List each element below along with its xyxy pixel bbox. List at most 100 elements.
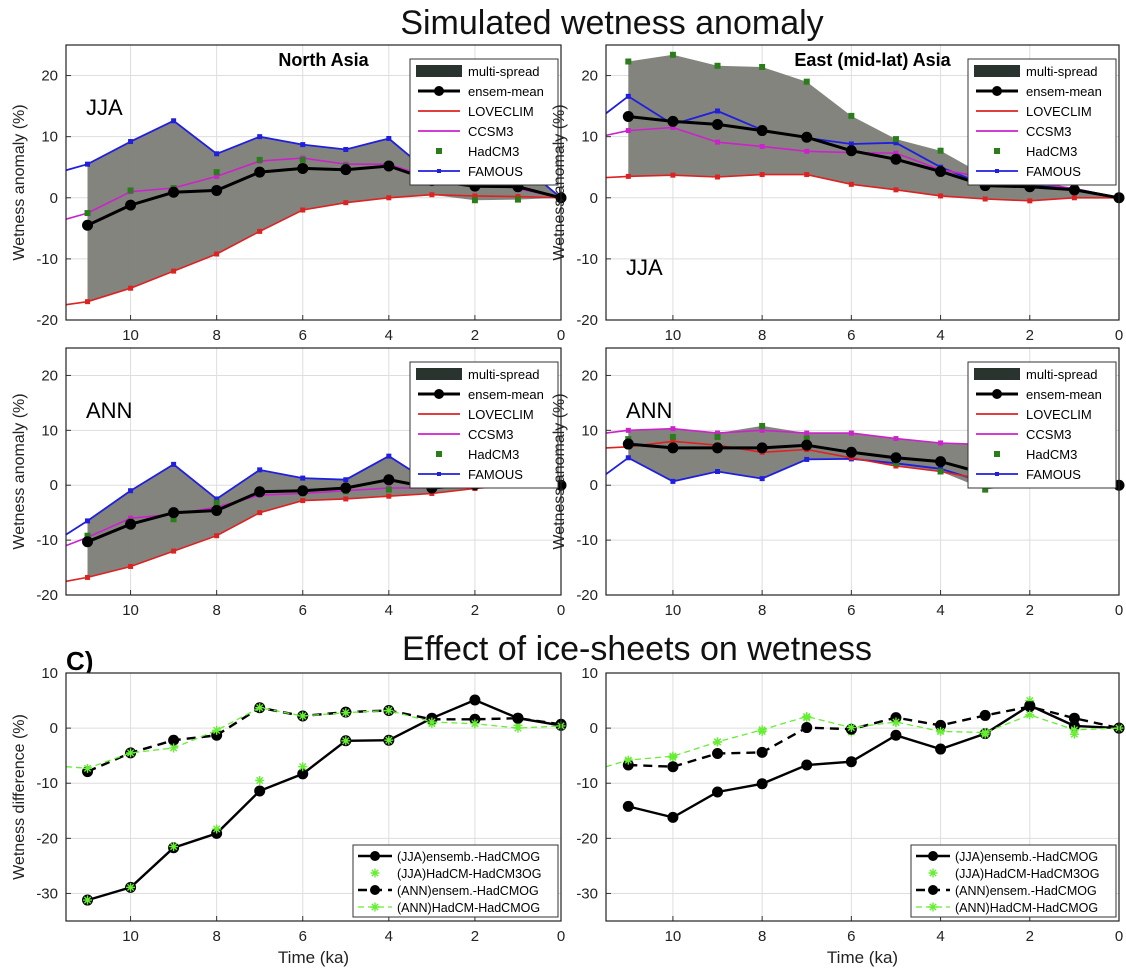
- series-point: [298, 711, 308, 721]
- legend-entry: CCSM3: [1026, 124, 1072, 139]
- ccsm3-point: [804, 430, 810, 436]
- legend-swatch-marker: [995, 169, 999, 173]
- season-label: ANN: [626, 398, 672, 423]
- x-tick-label: 10: [665, 602, 682, 619]
- legend-box: [409, 361, 559, 489]
- y-tick-label: -10: [576, 251, 598, 268]
- x-tick-label: 6: [847, 327, 855, 344]
- ensem-mean-point: [383, 160, 395, 172]
- x-tick-label: 10: [122, 928, 139, 945]
- loveclim-point: [343, 496, 349, 502]
- legend-entry: FAMOUS: [468, 164, 523, 179]
- loveclim-point: [472, 193, 478, 199]
- legend-swatch-marker: [992, 86, 1002, 96]
- plot-frame: [65, 672, 562, 922]
- series-point: [713, 737, 723, 747]
- ensem-mean-point: [801, 439, 813, 451]
- series-point: [980, 728, 990, 738]
- famous-point: [257, 467, 263, 473]
- legend-box: [967, 58, 1117, 186]
- hadcm3-point: [759, 64, 766, 70]
- x-tick-label: 2: [471, 928, 479, 945]
- series-point: [341, 736, 351, 746]
- legend-entry: HadCM3: [468, 144, 519, 159]
- loveclim-point: [214, 533, 220, 539]
- legend-swatch-hadcm3: [994, 451, 1000, 457]
- y-tick-label: -20: [576, 312, 598, 329]
- legend-entry: (JJA)HadCM-HadCM3OG: [397, 867, 541, 881]
- legend-box: [409, 58, 559, 186]
- series-point: [801, 759, 813, 771]
- ccsm3-point: [893, 150, 899, 156]
- ccsm3-point: [715, 139, 721, 145]
- legend-entry: FAMOUS: [468, 467, 523, 482]
- hadcm3-point: [803, 435, 810, 442]
- series-line: [628, 705, 1120, 768]
- series-ensem-mean: [628, 115, 1120, 200]
- y-axis-label: Wetness anomaly (%): [551, 393, 568, 549]
- loveclim-point: [429, 192, 435, 198]
- ccsm3-point: [715, 430, 721, 436]
- y-tick-label: 20: [581, 68, 598, 85]
- series-point: [384, 735, 394, 745]
- legend-swatch-spread: [974, 368, 1020, 380]
- legend-swatch-marker: [437, 169, 441, 173]
- season-label: ANN: [86, 398, 132, 423]
- ccsm3-point: [804, 148, 810, 154]
- legend-entry: ensem-mean: [468, 84, 544, 99]
- ensem-mean-point: [82, 536, 94, 548]
- series-point: [384, 705, 394, 715]
- y-tick-label: 0: [50, 477, 58, 494]
- y-tick-label: -20: [576, 830, 598, 847]
- famous-point: [171, 118, 177, 124]
- ensem-mean-point: [125, 518, 137, 530]
- y-tick-label: 0: [590, 720, 598, 737]
- hadcm3-point: [937, 147, 944, 154]
- legend-swatch-marker: [437, 472, 441, 476]
- loveclim-point: [670, 172, 676, 178]
- legend-entry: ensem-mean: [1026, 84, 1102, 99]
- legend-entry: (JJA)ensemb.-HadCMOG: [397, 850, 540, 864]
- panel-title: East (mid-lat) Asia: [794, 50, 951, 70]
- y-axis-label: Wetness difference (%): [11, 714, 28, 880]
- panel-label-c: C): [66, 646, 93, 676]
- series-point: [341, 708, 351, 718]
- loveclim-point: [1071, 195, 1077, 201]
- plot-frame: [605, 672, 1120, 922]
- loveclim-point: [214, 251, 220, 257]
- ccsm3-point: [759, 143, 765, 149]
- x-tick-label: 6: [299, 327, 307, 344]
- hadcm3-point: [213, 169, 220, 176]
- legend-entry: LOVECLIM: [1026, 407, 1092, 422]
- hadcm3-point: [714, 62, 721, 69]
- panel-title: North Asia: [278, 50, 369, 70]
- legend: (JJA)ensemb.-HadCMOG (JJA)HadCM-HadCM3OG (…: [352, 844, 559, 918]
- series-point: [169, 743, 179, 753]
- x-tick-label: 8: [758, 602, 766, 619]
- series-point: [469, 694, 481, 706]
- x-tick-label: 4: [936, 327, 944, 344]
- legend: multi-spread ensem-mean LOVECLIM CCSM3 HadCM…: [967, 361, 1117, 489]
- ensem-mean-point: [935, 456, 947, 468]
- ccsm3-point: [670, 125, 676, 130]
- series-point: [126, 748, 136, 758]
- legend-entry: FAMOUS: [1026, 164, 1081, 179]
- ensem-mean-point: [890, 153, 902, 165]
- series-point: [891, 717, 901, 727]
- ensem-mean-point: [622, 111, 634, 122]
- legend-swatch-marker: [370, 868, 380, 878]
- legend-swatch-marker: [370, 885, 380, 895]
- ensem-mean-point: [297, 485, 309, 497]
- legend-entry: multi-spread: [468, 64, 540, 79]
- ensem-mean-point: [383, 474, 395, 486]
- y-tick-label: 20: [41, 68, 58, 85]
- series-point: [845, 756, 857, 768]
- famous-point: [893, 140, 899, 146]
- series-point: [1025, 696, 1035, 706]
- legend-swatch-marker: [370, 902, 380, 912]
- ensem-mean-point: [211, 184, 223, 196]
- loveclim-point: [128, 563, 134, 569]
- ensem-mean-point: [340, 482, 352, 494]
- hadcm3-point: [170, 516, 177, 523]
